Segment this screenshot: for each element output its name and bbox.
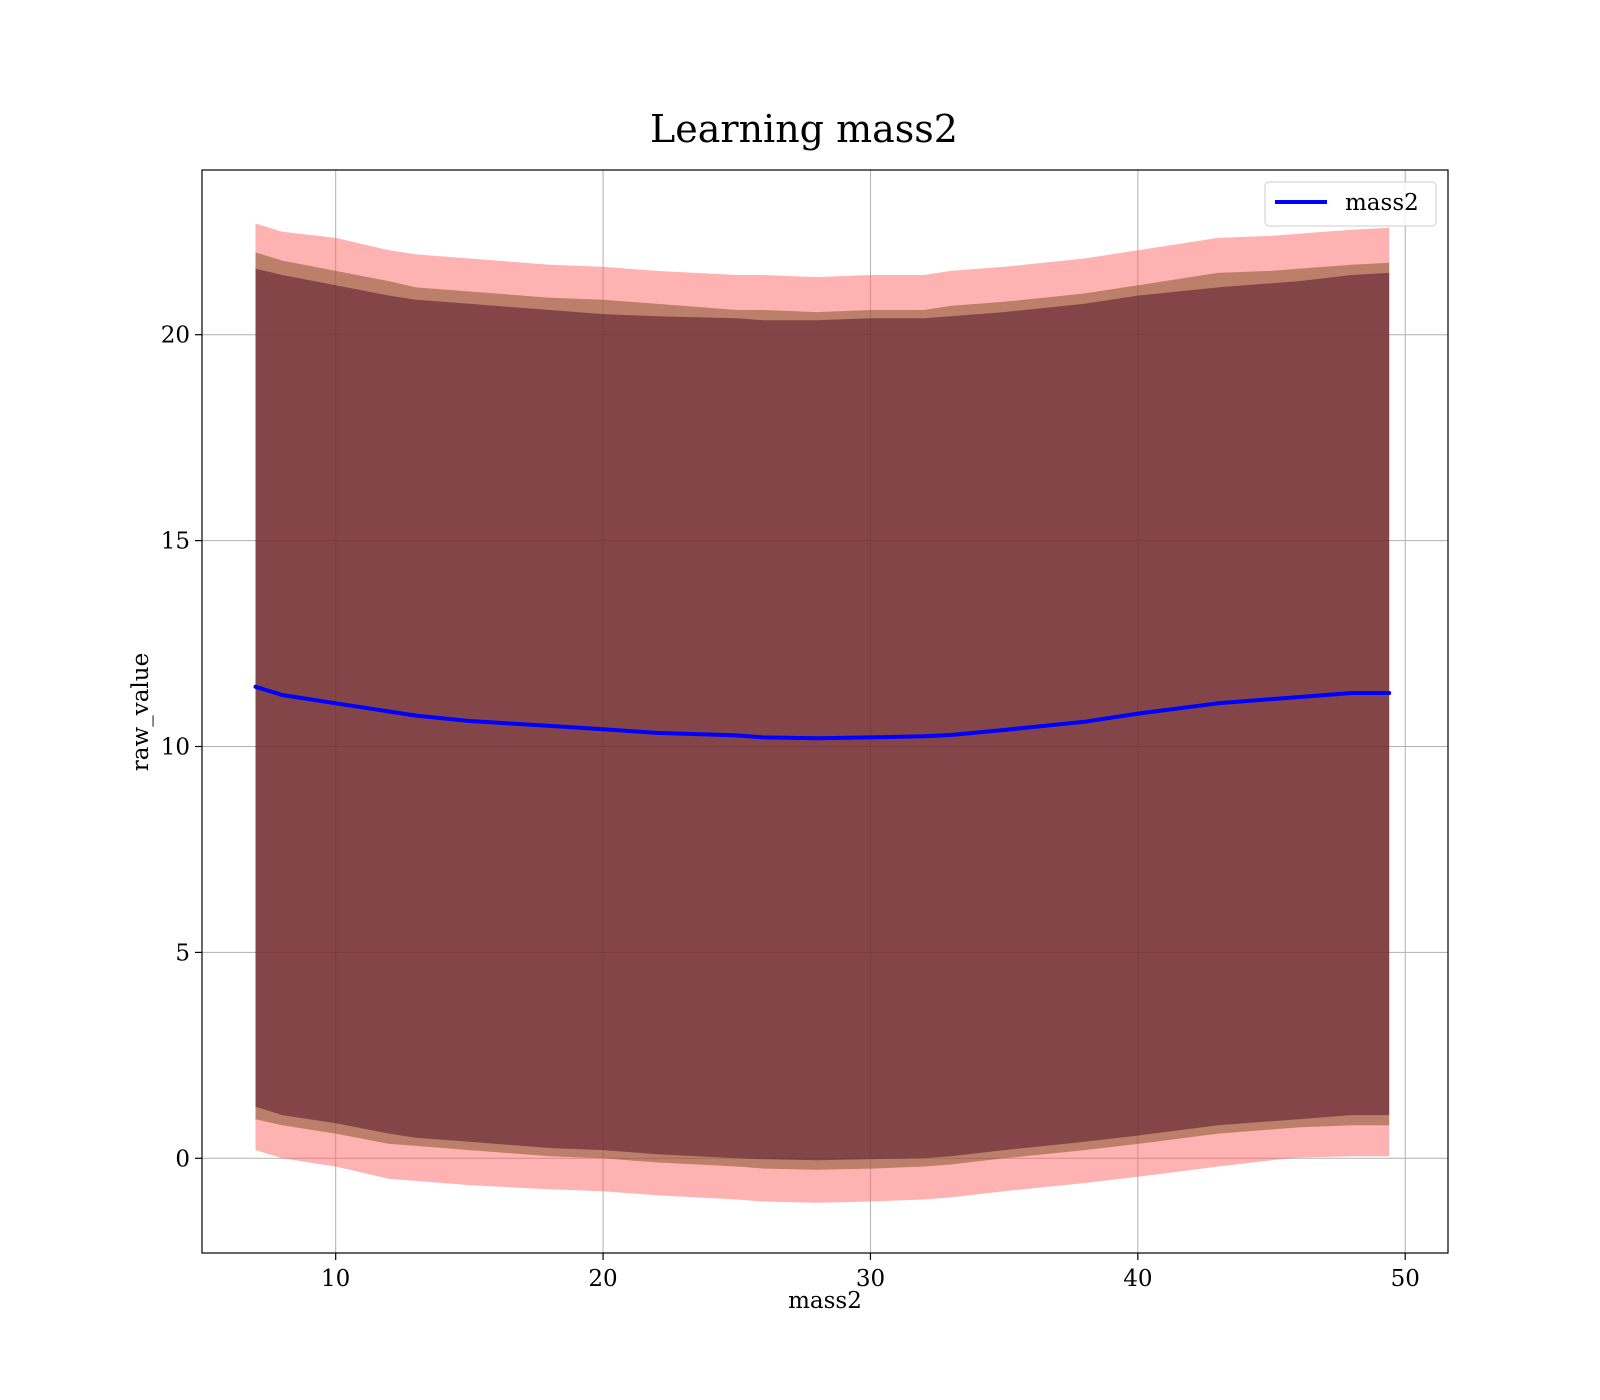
x-tick-label: 10	[321, 1266, 350, 1292]
band-3	[255, 268, 1390, 1161]
y-axis-ticks: 0 5 10 15 20	[161, 323, 202, 1172]
legend-label: mass2	[1345, 190, 1419, 216]
y-tick-label: 0	[175, 1146, 190, 1172]
y-axis-label: raw_value	[128, 653, 154, 771]
x-axis-ticks: 10 20 30 40 50	[321, 1253, 1420, 1292]
y-tick-label: 15	[161, 529, 190, 555]
y-tick-label: 20	[161, 323, 190, 349]
chart-title: Learning mass2	[650, 107, 958, 151]
y-tick-label: 5	[175, 940, 190, 966]
x-tick-label: 50	[1391, 1266, 1420, 1292]
legend[interactable]: mass2	[1264, 181, 1437, 227]
series-line-mass2	[253, 684, 1392, 741]
plot-area-frame	[201, 169, 1449, 1254]
confidence-bands	[255, 223, 1390, 1203]
series-lines	[253, 684, 1392, 741]
y-tick-label: 10	[161, 735, 190, 761]
x-tick-label: 40	[1123, 1266, 1152, 1292]
x-tick-label: 30	[856, 1266, 885, 1292]
x-tick-label: 20	[588, 1266, 617, 1292]
x-axis-label: mass2	[788, 1288, 862, 1314]
legend-box	[1264, 181, 1437, 227]
